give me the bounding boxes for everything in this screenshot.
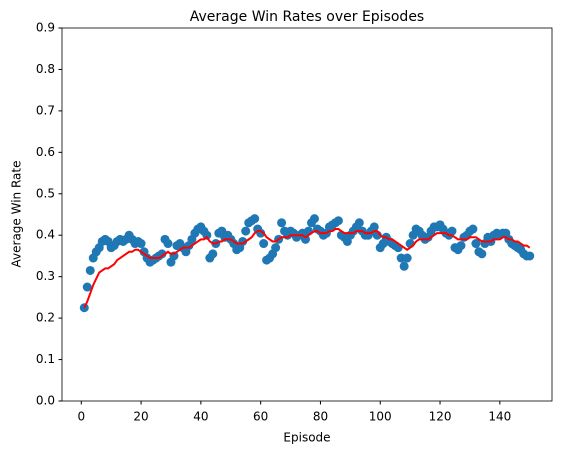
point [271,243,281,253]
y-tick-label: 0.1 [36,352,55,366]
y-tick-label: 0.5 [36,186,55,200]
x-tick-label: 40 [193,410,208,424]
x-tick-label: 100 [369,410,392,424]
x-tick-label: 60 [253,410,268,424]
y-tick-label: 0.3 [36,269,55,283]
point [241,226,251,236]
y-tick-label: 0.8 [36,62,55,76]
plot-frame [61,27,553,402]
point [163,239,173,249]
y-tick-label: 0.9 [36,21,55,35]
point [157,249,167,259]
y-tick-label: 0.7 [36,103,55,117]
x-axis-label: Episode [283,431,330,445]
y-axis-label: Average Win Rate [10,161,24,268]
point [309,214,319,224]
y-tick-label: 0.2 [36,311,55,325]
point [202,230,212,240]
point [399,261,409,271]
x-tick-label: 20 [133,410,148,424]
point [468,224,478,234]
y-tick-label: 0.4 [36,228,55,242]
point [456,241,466,251]
y-tick-label: 0.0 [36,394,55,408]
point [85,265,95,275]
point [136,239,146,249]
y-tick-label: 0.6 [36,145,55,159]
point [301,234,311,244]
x-tick-label: 80 [313,410,328,424]
point [402,253,412,263]
point [525,251,535,261]
point [277,218,287,228]
point [447,226,457,236]
point [369,222,379,232]
point [208,249,218,259]
point [471,239,481,249]
x-tick-label: 140 [488,410,511,424]
average-line [83,228,531,309]
point [259,239,269,249]
point [250,214,260,224]
chart-title: Average Win Rates over Episodes [190,9,424,25]
point [354,218,364,228]
x-tick-label: 120 [429,410,452,424]
x-tick-label: 0 [77,410,85,424]
point [82,282,92,292]
point [333,216,343,226]
point [477,249,487,259]
